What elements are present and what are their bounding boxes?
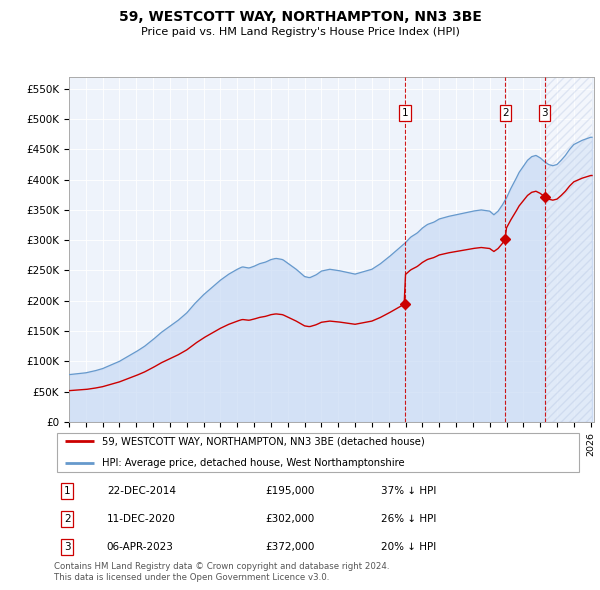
Text: 20% ↓ HPI: 20% ↓ HPI	[382, 542, 437, 552]
Text: 59, WESTCOTT WAY, NORTHAMPTON, NN3 3BE: 59, WESTCOTT WAY, NORTHAMPTON, NN3 3BE	[119, 10, 481, 24]
Text: £372,000: £372,000	[265, 542, 314, 552]
Text: 11-DEC-2020: 11-DEC-2020	[107, 514, 176, 524]
Text: 37% ↓ HPI: 37% ↓ HPI	[382, 486, 437, 496]
Text: 26% ↓ HPI: 26% ↓ HPI	[382, 514, 437, 524]
Text: 06-APR-2023: 06-APR-2023	[107, 542, 173, 552]
Text: HPI: Average price, detached house, West Northamptonshire: HPI: Average price, detached house, West…	[101, 458, 404, 468]
Text: 22-DEC-2014: 22-DEC-2014	[107, 486, 176, 496]
Text: 2: 2	[64, 514, 71, 524]
Text: £195,000: £195,000	[265, 486, 314, 496]
Text: 2: 2	[502, 108, 509, 118]
Text: 1: 1	[64, 486, 71, 496]
Text: This data is licensed under the Open Government Licence v3.0.: This data is licensed under the Open Gov…	[54, 573, 329, 582]
Text: £302,000: £302,000	[265, 514, 314, 524]
Text: 59, WESTCOTT WAY, NORTHAMPTON, NN3 3BE (detached house): 59, WESTCOTT WAY, NORTHAMPTON, NN3 3BE (…	[101, 437, 424, 447]
Text: Contains HM Land Registry data © Crown copyright and database right 2024.: Contains HM Land Registry data © Crown c…	[54, 562, 389, 571]
Text: 1: 1	[402, 108, 409, 118]
Text: 3: 3	[64, 542, 71, 552]
Text: 3: 3	[541, 108, 548, 118]
Text: Price paid vs. HM Land Registry's House Price Index (HPI): Price paid vs. HM Land Registry's House …	[140, 27, 460, 37]
FancyBboxPatch shape	[56, 433, 580, 471]
